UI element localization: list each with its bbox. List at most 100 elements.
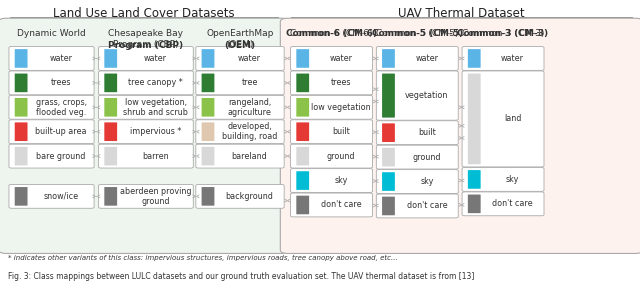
FancyBboxPatch shape: [99, 120, 193, 144]
FancyBboxPatch shape: [104, 98, 117, 117]
FancyBboxPatch shape: [196, 71, 284, 95]
FancyBboxPatch shape: [462, 71, 544, 167]
Text: grass, crops,
flooded veg.: grass, crops, flooded veg.: [36, 98, 86, 117]
FancyBboxPatch shape: [15, 123, 28, 141]
FancyBboxPatch shape: [468, 49, 481, 68]
FancyBboxPatch shape: [15, 147, 28, 165]
Text: trees: trees: [51, 78, 72, 87]
FancyBboxPatch shape: [382, 172, 395, 191]
FancyBboxPatch shape: [291, 95, 372, 119]
FancyBboxPatch shape: [382, 74, 395, 118]
Text: background: background: [226, 192, 273, 201]
FancyBboxPatch shape: [202, 98, 214, 117]
Text: tree: tree: [241, 78, 258, 87]
Text: Chesapeake Bay
Program (CBP): Chesapeake Bay Program (CBP): [108, 29, 184, 49]
Text: * indicates other variants of this class: impervious structures, impervious road: * indicates other variants of this class…: [8, 255, 397, 261]
FancyBboxPatch shape: [376, 71, 458, 120]
FancyBboxPatch shape: [376, 47, 458, 71]
FancyBboxPatch shape: [99, 95, 193, 119]
FancyBboxPatch shape: [104, 74, 117, 92]
FancyBboxPatch shape: [462, 192, 544, 216]
FancyBboxPatch shape: [202, 49, 214, 68]
FancyBboxPatch shape: [291, 169, 372, 192]
Text: barren: barren: [142, 152, 169, 161]
Text: rangeland,
agriculture: rangeland, agriculture: [228, 98, 271, 117]
FancyBboxPatch shape: [202, 123, 214, 141]
Text: water: water: [144, 54, 167, 63]
Text: vegetation: vegetation: [405, 91, 449, 100]
Text: Land Use Land Cover Datasets: Land Use Land Cover Datasets: [53, 7, 235, 20]
FancyBboxPatch shape: [104, 187, 117, 206]
Text: Program (CBP): Program (CBP): [108, 41, 184, 50]
Text: water: water: [415, 54, 438, 63]
FancyBboxPatch shape: [15, 187, 28, 206]
Text: tree canopy *: tree canopy *: [128, 78, 183, 87]
FancyBboxPatch shape: [196, 95, 284, 119]
FancyBboxPatch shape: [196, 47, 284, 71]
FancyBboxPatch shape: [15, 74, 28, 92]
Text: bare ground: bare ground: [36, 152, 86, 161]
FancyBboxPatch shape: [382, 197, 395, 215]
FancyBboxPatch shape: [99, 144, 193, 168]
FancyBboxPatch shape: [196, 184, 284, 208]
Text: don't care: don't care: [406, 201, 447, 210]
Text: trees: trees: [331, 78, 351, 87]
FancyBboxPatch shape: [0, 18, 289, 253]
Text: developed,
building, road: developed, building, road: [222, 122, 277, 141]
Text: low vegetation,
shrub and scrub: low vegetation, shrub and scrub: [123, 98, 188, 117]
Text: sky: sky: [335, 176, 348, 185]
Text: snow/ice: snow/ice: [44, 192, 79, 201]
FancyBboxPatch shape: [99, 184, 193, 208]
Text: built: built: [332, 127, 350, 136]
Text: ground: ground: [327, 152, 355, 161]
Text: Dynamic World: Dynamic World: [17, 29, 86, 38]
FancyBboxPatch shape: [462, 168, 544, 191]
Text: aberdeen proving
ground: aberdeen proving ground: [120, 187, 191, 206]
FancyBboxPatch shape: [462, 47, 544, 71]
Text: OpenEarthMap
(OEM): OpenEarthMap (OEM): [206, 29, 274, 49]
FancyBboxPatch shape: [196, 144, 284, 168]
FancyBboxPatch shape: [291, 193, 372, 217]
Text: impervious *: impervious *: [130, 127, 181, 136]
FancyBboxPatch shape: [296, 147, 309, 165]
FancyBboxPatch shape: [9, 120, 94, 144]
FancyBboxPatch shape: [9, 47, 94, 71]
Text: water: water: [501, 54, 524, 63]
FancyBboxPatch shape: [296, 196, 309, 214]
FancyBboxPatch shape: [382, 148, 395, 166]
Text: water: water: [50, 54, 72, 63]
FancyBboxPatch shape: [104, 123, 117, 141]
FancyBboxPatch shape: [202, 187, 214, 206]
FancyBboxPatch shape: [280, 18, 640, 253]
FancyBboxPatch shape: [376, 145, 458, 169]
FancyBboxPatch shape: [296, 74, 309, 92]
FancyBboxPatch shape: [376, 194, 458, 218]
Text: Common-6 (CM-6): Common-6 (CM-6): [291, 29, 372, 38]
Text: bareland: bareland: [232, 152, 268, 161]
Text: don't care: don't care: [492, 199, 533, 208]
Text: Fig. 3: Class mappings between LULC datasets and our ground truth evaluation set: Fig. 3: Class mappings between LULC data…: [8, 272, 474, 281]
FancyBboxPatch shape: [382, 123, 395, 142]
FancyBboxPatch shape: [296, 98, 309, 117]
FancyBboxPatch shape: [468, 194, 481, 213]
Text: Common-6 (CM-6): Common-6 (CM-6): [286, 29, 377, 38]
Text: don't care: don't care: [321, 201, 362, 210]
Text: ground: ground: [413, 153, 441, 162]
FancyBboxPatch shape: [291, 120, 372, 144]
Text: built: built: [418, 128, 436, 137]
Text: water: water: [330, 54, 353, 63]
Text: UAV Thermal Dataset: UAV Thermal Dataset: [398, 7, 525, 20]
Text: land: land: [504, 114, 522, 123]
Text: sky: sky: [506, 175, 519, 184]
FancyBboxPatch shape: [291, 144, 372, 168]
FancyBboxPatch shape: [468, 170, 481, 189]
FancyBboxPatch shape: [99, 47, 193, 71]
Text: (OEM): (OEM): [225, 41, 255, 50]
Text: low vegetation: low vegetation: [311, 103, 371, 112]
FancyBboxPatch shape: [104, 49, 117, 68]
FancyBboxPatch shape: [291, 71, 372, 95]
Text: Common-3 (CM-3): Common-3 (CM-3): [458, 29, 548, 38]
Text: sky: sky: [420, 177, 433, 186]
FancyBboxPatch shape: [202, 147, 214, 165]
FancyBboxPatch shape: [196, 120, 284, 144]
